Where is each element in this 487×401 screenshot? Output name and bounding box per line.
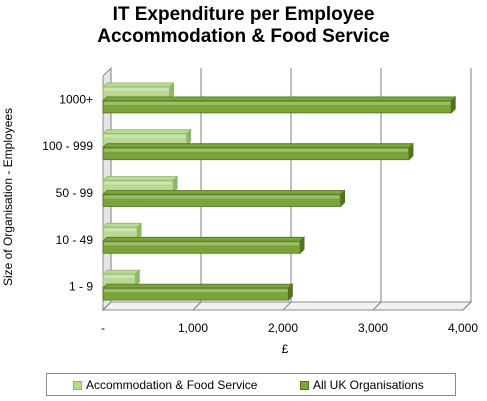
bar-accommodation-top	[102, 82, 175, 88]
bar-accommodation-highlight	[104, 228, 137, 232]
bar-accommodation-highlight	[104, 134, 186, 138]
bar-all-uk	[102, 283, 294, 302]
bar-all-uk-highlight	[104, 195, 340, 199]
bar-accommodation	[102, 128, 192, 147]
bar-accommodation-highlight	[104, 181, 173, 185]
y-category-label: 1 - 9	[69, 280, 93, 294]
chart-title-line2: Accommodation & Food Service	[97, 26, 390, 47]
legend-item-accommodation: Accommodation & Food Service	[73, 378, 257, 392]
x-tick-label: 2,000	[268, 321, 298, 335]
bar-all-uk	[102, 236, 306, 255]
floor-gridline	[462, 301, 472, 311]
x-axis-label: £	[282, 342, 289, 356]
bar-accommodation-top	[102, 176, 179, 181]
x-tick-label: -	[101, 321, 105, 335]
bar-all-uk-front	[102, 287, 289, 301]
bar-all-uk	[102, 189, 346, 208]
bar-accommodation-highlight	[104, 275, 135, 279]
y-category-label: 1000+	[59, 92, 93, 106]
bar-accommodation	[102, 222, 143, 241]
bar-all-uk-top	[102, 283, 294, 289]
bar-all-uk-top	[102, 96, 457, 102]
bar-chart: - 1,000 2,000 3,000 4,000 1 - 9 10 - 49 50 - 99…	[1, 66, 478, 356]
bar-all-uk-front	[102, 100, 452, 114]
bar-all-uk-highlight	[104, 148, 408, 152]
bar-accommodation	[102, 81, 175, 100]
chart-title-line1: IT Expenditure per Employee	[112, 4, 375, 25]
bar-all-uk-top	[102, 236, 306, 242]
y-category-label: 50 - 99	[56, 186, 94, 200]
floor-gridline	[372, 301, 382, 311]
y-category-label: 10 - 49	[56, 233, 94, 247]
bar-accommodation	[102, 269, 141, 288]
y-axis-label: Size of Organisation - Employees	[1, 108, 15, 286]
x-tick-label: 3,000	[358, 321, 388, 335]
bar-accommodation-top	[102, 129, 192, 135]
bar-all-uk-front	[102, 194, 342, 207]
bar-all-uk-top	[102, 143, 414, 149]
chart-title: IT Expenditure per Employee Accommodatio…	[0, 4, 487, 48]
bar-all-uk-top	[102, 190, 346, 195]
bar-accommodation-top	[102, 222, 143, 228]
legend: Accommodation & Food Service All UK Orga…	[46, 373, 456, 396]
x-tick-label: 4,000	[448, 321, 478, 335]
floor-gridline	[102, 301, 112, 311]
bar-all-uk-highlight	[104, 101, 451, 105]
bar-all-uk	[102, 142, 414, 161]
legend-label-accommodation: Accommodation & Food Service	[86, 378, 258, 392]
axis-labels: - 1,000 2,000 3,000 4,000 1 - 9 10 - 49 50 - 99…	[42, 92, 478, 335]
legend-swatch-accommodation	[73, 380, 82, 390]
y-category-label: 100 - 999	[42, 139, 93, 153]
bar-all-uk-highlight	[104, 242, 300, 246]
bar-accommodation-top	[102, 269, 141, 275]
floor-gridline	[192, 301, 202, 311]
bar-accommodation-highlight	[104, 87, 169, 91]
legend-item-all-uk: All UK Organisations	[300, 378, 424, 392]
x-tick-label: 1,000	[178, 321, 208, 335]
floor-gridline	[282, 301, 292, 311]
bars	[102, 81, 457, 302]
bar-all-uk-highlight	[104, 289, 288, 293]
bar-all-uk	[102, 95, 457, 114]
legend-swatch-all-uk	[300, 380, 309, 390]
bar-all-uk-front	[102, 147, 410, 161]
bar-all-uk-front	[102, 240, 301, 254]
legend-label-all-uk: All UK Organisations	[313, 378, 424, 392]
bar-accommodation	[102, 175, 179, 194]
